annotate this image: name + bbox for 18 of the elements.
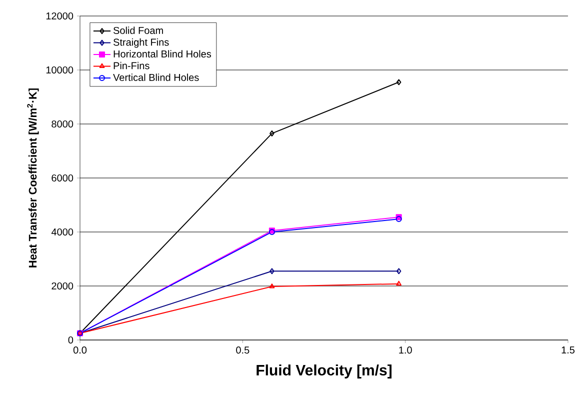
y-axis-title: Heat Transfer Coefficient [W/m$^{2}$·K] — [27, 88, 39, 268]
legend-label: Horizontal Blind Holes — [114, 50, 212, 58]
x-tick-label: 0.5 — [236, 346, 250, 354]
y-tick-label: 6000 — [52, 174, 74, 182]
y-tick-label: 10000 — [46, 66, 74, 74]
x-axis-title: Fluid Velocity [m/s] — [256, 364, 392, 378]
y-tick-label: 8000 — [52, 120, 74, 128]
x-tick-label: 0.0 — [73, 346, 87, 354]
legend-label: Vertical Blind Holes — [113, 74, 199, 81]
y-tick-label: 0 — [68, 336, 74, 344]
x-tick-label: 1.5 — [562, 346, 575, 354]
legend-label: Straight Fins — [113, 38, 169, 48]
x-tick-label: 1.0 — [399, 346, 412, 354]
legend-label: Pin-Fins — [114, 62, 150, 70]
y-tick-label: 2000 — [52, 282, 74, 290]
legend-label: Solid Foam — [113, 26, 163, 34]
y-tick-label: 12000 — [46, 12, 74, 20]
y-tick-label: 4000 — [51, 228, 74, 236]
